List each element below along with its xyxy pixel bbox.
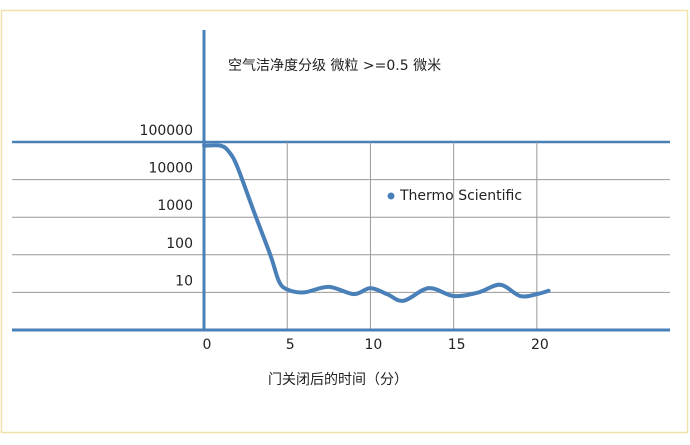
x-tick-label: 15 <box>448 337 466 353</box>
y-tick-label: 100 <box>166 236 193 252</box>
y-tick-label: 10 <box>175 273 193 289</box>
frame <box>0 9 689 434</box>
x-tick-label: 10 <box>365 337 383 353</box>
chart-title: 空气洁净度分级 微粒 >=0.5 微米 <box>228 58 441 74</box>
x-tick-label: 5 <box>286 337 295 353</box>
x-tick-label: 20 <box>531 337 549 353</box>
series-line <box>202 143 551 303</box>
y-tick-label: 10000 <box>148 161 193 177</box>
x-axis-label: 门关闭后的时间（分） <box>268 372 408 388</box>
x-tick-label: 0 <box>203 337 212 353</box>
y-tick-label: 1000 <box>157 198 193 214</box>
legend-label: Thermo Scientific <box>399 188 522 204</box>
y-tick-label: 100000 <box>140 123 193 139</box>
legend-marker <box>387 192 395 200</box>
